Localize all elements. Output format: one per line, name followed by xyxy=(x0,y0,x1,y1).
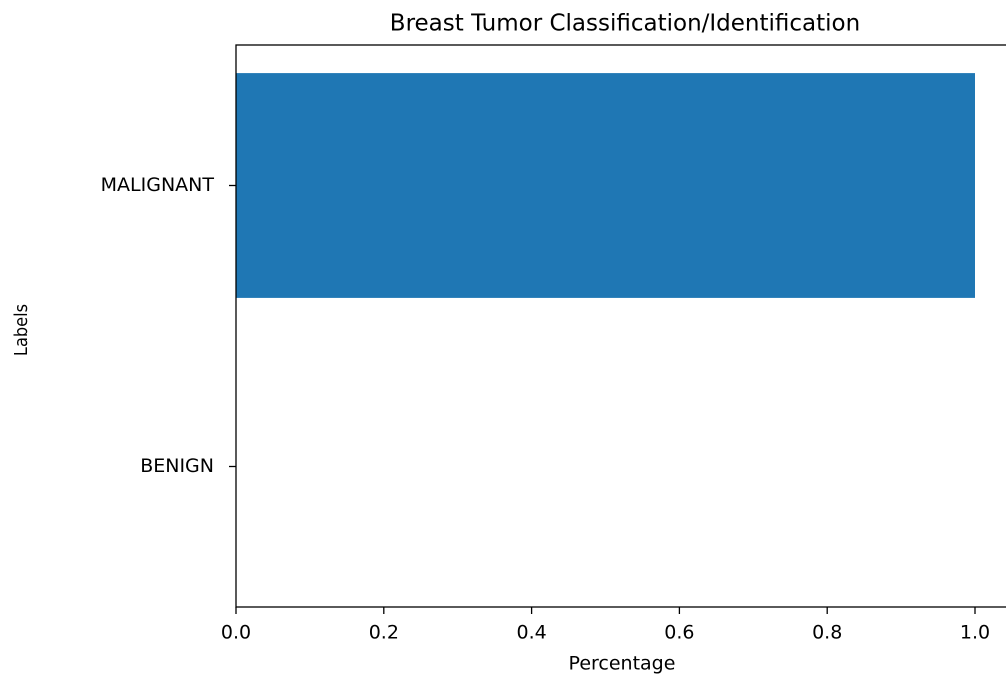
plot-frame xyxy=(235,44,1006,608)
x-tick-label: 0.2 xyxy=(369,622,399,644)
x-tick-label: 0.6 xyxy=(664,622,694,644)
x-tick-label: 0.0 xyxy=(221,622,251,644)
chart-title: Breast Tumor Classification/Identificati… xyxy=(390,11,860,37)
x-tick-label: 0.4 xyxy=(516,622,546,644)
x-axis-label: Percentage xyxy=(569,653,676,675)
x-tick-label: 0.8 xyxy=(812,622,842,644)
y-axis-label: Labels xyxy=(11,304,32,356)
y-tick-label: MALIGNANT xyxy=(101,174,215,196)
y-tick-label: BENIGN xyxy=(140,455,214,477)
x-tick-label: 1.0 xyxy=(960,622,990,644)
bar xyxy=(236,73,975,298)
